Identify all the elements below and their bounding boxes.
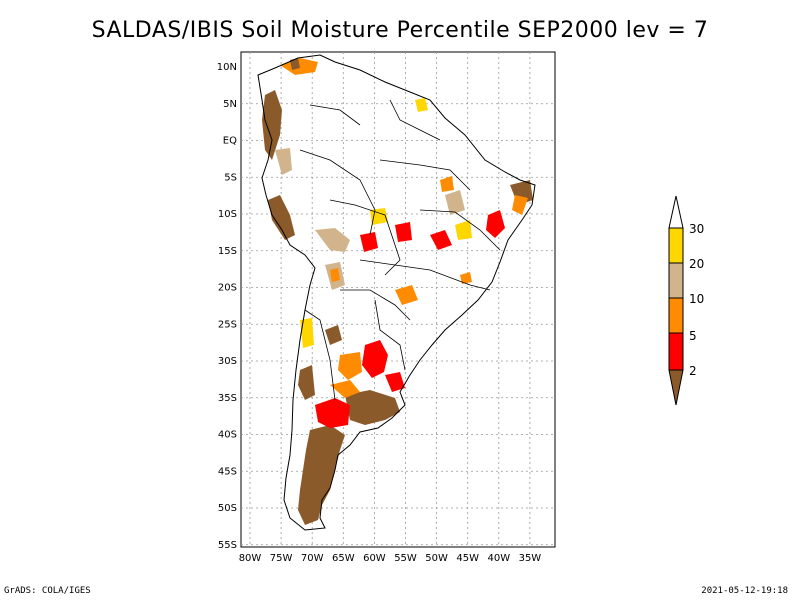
latitude-labels: 10N 5N EQ 5S 10S 15S 20S 25S 30S 35S 40S 45S 50S 55S xyxy=(217,62,237,551)
latitude-label: 20S xyxy=(218,283,237,294)
colorbar-label-5: 5 xyxy=(689,329,697,343)
latitude-label: 45S xyxy=(218,466,237,477)
longitude-label: 35W xyxy=(519,553,542,564)
latitude-label: 10S xyxy=(218,209,237,220)
south-america-coastline xyxy=(257,54,536,531)
colorbar-segment-above-30 xyxy=(668,195,684,229)
colorbar-label-10: 10 xyxy=(689,292,704,306)
latitude-label: 30S xyxy=(218,356,237,367)
colorbar-segment-below-2 xyxy=(668,369,684,406)
longitude-label: 55W xyxy=(394,553,417,564)
colorbar-segment-2-5 xyxy=(668,332,684,371)
latitude-label: 5S xyxy=(224,172,237,183)
footer-timestamp: 2021-05-12-19:18 xyxy=(701,586,788,596)
longitude-label: 50W xyxy=(425,553,448,564)
graticule xyxy=(241,52,555,547)
longitude-label: 40W xyxy=(487,553,510,564)
latitude-label: EQ xyxy=(223,136,237,147)
longitude-label: 60W xyxy=(363,553,386,564)
longitude-label: 75W xyxy=(270,553,293,564)
country-borders xyxy=(299,99,501,401)
longitude-label: 45W xyxy=(456,553,479,564)
latitude-label: 40S xyxy=(218,430,237,441)
latitude-label: 50S xyxy=(218,503,237,514)
latitude-label: 5N xyxy=(223,99,237,110)
map-frame xyxy=(240,51,556,548)
longitude-label: 80W xyxy=(239,553,262,564)
longitude-labels: 80W 75W 70W 65W 60W 55W 50W 45W 40W 35W xyxy=(239,553,542,564)
colorbar-segment-10-20 xyxy=(668,262,684,299)
colorbar: 30 20 10 5 2 xyxy=(668,195,704,406)
colorbar-segment-5-10 xyxy=(668,297,684,334)
colorbar-segment-20-30 xyxy=(668,227,684,264)
colorbar-label-2: 2 xyxy=(689,364,697,378)
longitude-label: 70W xyxy=(301,553,324,564)
footer-credit: GrADS: COLA/IGES xyxy=(4,586,91,596)
latitude-label: 35S xyxy=(218,393,237,404)
colorbar-label-20: 20 xyxy=(689,257,704,271)
latitude-label: 10N xyxy=(217,62,237,73)
latitude-label: 55S xyxy=(218,540,237,551)
map-title: SALDAS/IBIS Soil Moisture Percentile SEP… xyxy=(91,18,709,43)
colorbar-label-30: 30 xyxy=(689,222,704,236)
longitude-label: 65W xyxy=(332,553,355,564)
latitude-label: 25S xyxy=(218,319,237,330)
soil-moisture-shading xyxy=(262,58,533,525)
latitude-label: 15S xyxy=(218,246,237,257)
